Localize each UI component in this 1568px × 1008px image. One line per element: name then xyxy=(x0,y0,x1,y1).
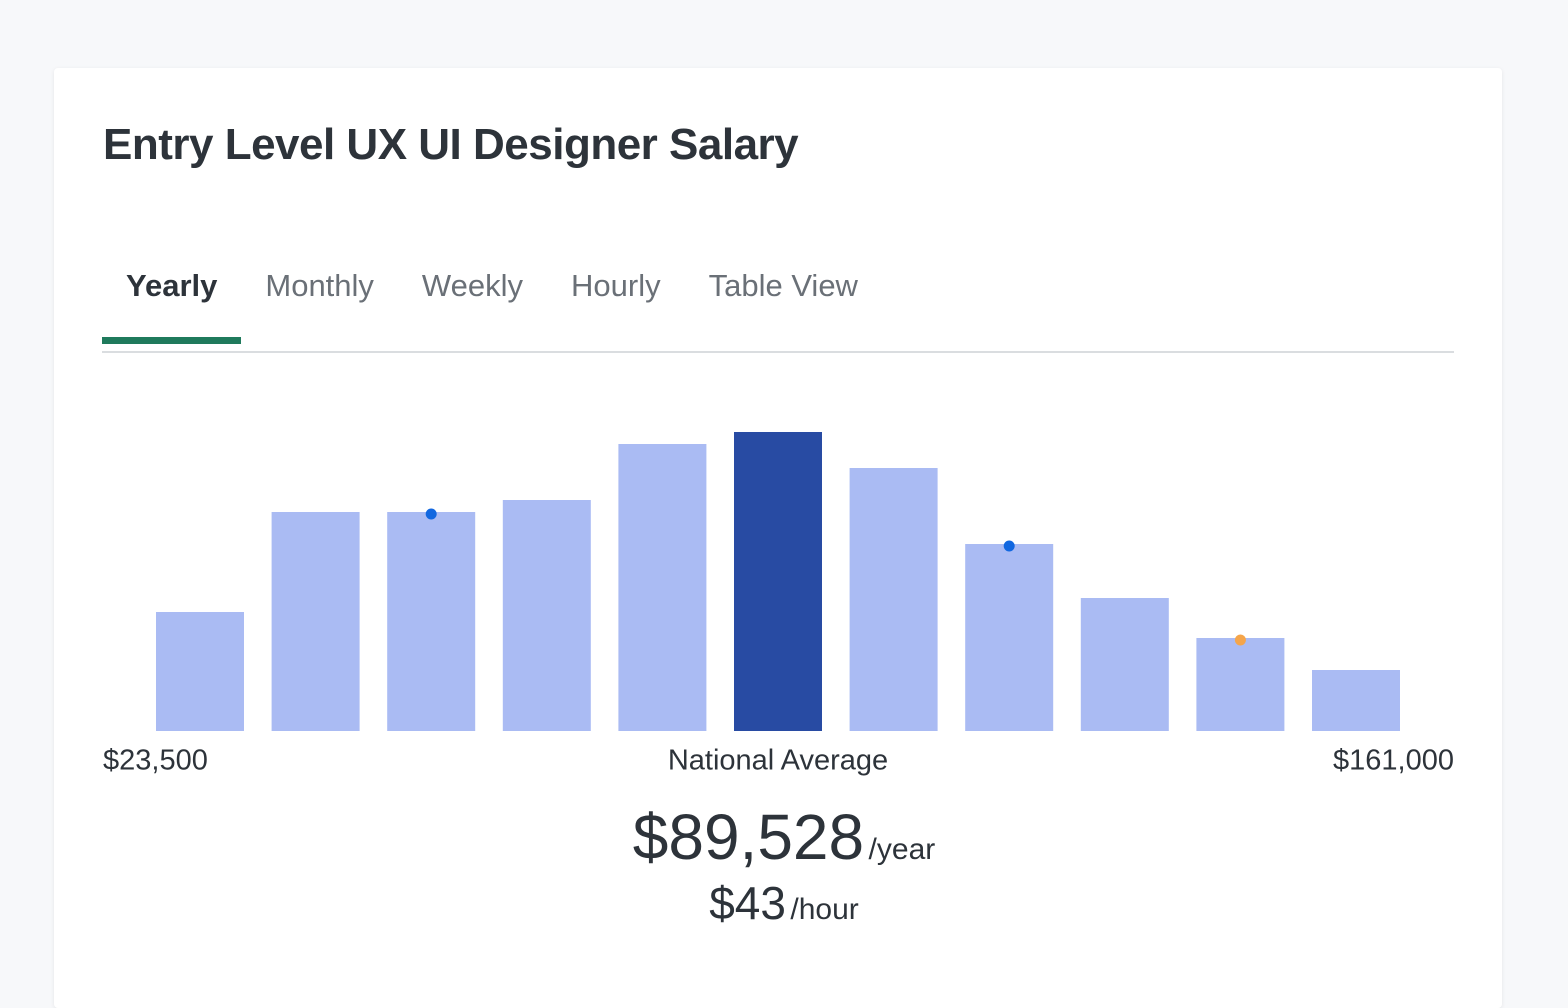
marker-dot xyxy=(1003,540,1015,552)
bar xyxy=(1312,670,1400,731)
bar xyxy=(502,500,591,731)
bar xyxy=(156,612,244,731)
hourly-unit: /hour xyxy=(790,893,859,926)
bar xyxy=(965,544,1054,731)
bar xyxy=(734,432,822,731)
min-label: $23,500 xyxy=(103,745,208,777)
bar xyxy=(387,512,476,731)
max-label: $161,000 xyxy=(1333,745,1454,777)
page: Entry Level UX UI Designer Salary Yearly… xyxy=(0,120,1568,930)
marker-dot xyxy=(425,508,437,520)
title: Entry Level UX UI Designer Salary xyxy=(103,120,799,169)
tab-bar: Yearly Monthly Weekly Hourly Table View xyxy=(102,262,1454,353)
center-label: National Average xyxy=(668,745,888,777)
yearly-value: $89,528 xyxy=(632,801,865,873)
yearly-summary: $89,528 /year xyxy=(0,800,1568,874)
hourly-summary: $43 /hour xyxy=(0,876,1568,930)
chart: $23,500 National Average $161,000 xyxy=(103,432,1454,777)
bar xyxy=(271,512,360,731)
bar xyxy=(1080,598,1169,731)
tab[interactable]: Yearly xyxy=(102,262,242,344)
bar xyxy=(1196,638,1285,731)
marker-dot xyxy=(1234,634,1246,646)
bar xyxy=(618,444,707,731)
tab[interactable]: Weekly xyxy=(421,268,523,303)
tab[interactable]: Hourly xyxy=(571,268,661,303)
yearly-unit: /year xyxy=(868,833,936,866)
bar xyxy=(849,468,938,731)
hourly-value: $43 xyxy=(709,877,786,929)
tab[interactable]: Table View xyxy=(708,268,858,303)
tab[interactable]: Monthly xyxy=(265,268,374,303)
